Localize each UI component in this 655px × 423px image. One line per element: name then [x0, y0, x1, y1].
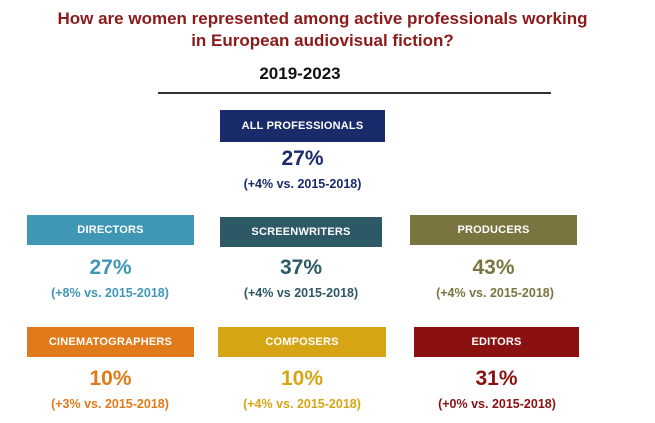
directors-value: 27% [89, 256, 132, 279]
composers-label: COMPOSERS [218, 327, 386, 357]
directors-label: DIRECTORS [27, 215, 194, 245]
all-professionals-change: (+4% vs. 2015-2018) [243, 177, 362, 191]
chart-title-line-2: in European audiovisual fiction? [191, 31, 454, 50]
chart-title: How are women represented among active p… [30, 8, 615, 52]
cinematographers-value: 10% [89, 367, 132, 390]
editors-label: EDITORS [414, 327, 579, 357]
screenwriters-label: SCREENWRITERS [220, 217, 382, 247]
directors-change: (+8% vs. 2015-2018) [51, 286, 169, 300]
all-professionals-value: 27% [281, 147, 324, 170]
all-professionals-label: ALL PROFESSIONALS [220, 110, 385, 142]
cinematographers-label: CINEMATOGRAPHERS [27, 327, 194, 357]
composers-change: (+4% vs. 2015-2018) [243, 397, 361, 411]
editors-value: 31% [475, 367, 518, 390]
period-label: 2019-2023 [259, 64, 341, 83]
composers-value: 10% [280, 367, 324, 390]
producers-label: PRODUCERS [410, 215, 577, 245]
divider [158, 92, 551, 94]
producers-change: (+4% vs. 2015-2018) [436, 286, 554, 300]
screenwriters-change: (+4% vs 2015-2018) [243, 286, 359, 300]
editors-change: (+0% vs. 2015-2018) [438, 397, 556, 411]
producers-value: 43% [472, 256, 515, 279]
screenwriters-value: 37% [279, 256, 323, 279]
chart-title-line-1: How are women represented among active p… [57, 9, 588, 28]
cinematographers-change: (+3% vs. 2015-2018) [51, 397, 169, 411]
